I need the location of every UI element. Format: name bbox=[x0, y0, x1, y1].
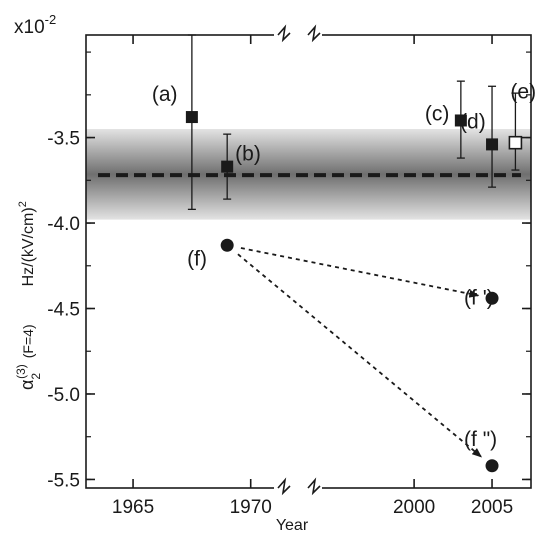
data-point-circle bbox=[485, 291, 499, 305]
point-label: (f ') bbox=[464, 286, 494, 309]
data-point-open-square bbox=[508, 135, 523, 150]
y-tick-label: -4.5 bbox=[47, 300, 80, 321]
x-axis-ticks: 1965 1970 2000 2005 bbox=[112, 35, 513, 518]
y-tick-label: -4.0 bbox=[47, 214, 80, 235]
data-point-square bbox=[185, 111, 198, 124]
x-tick-label: 2005 bbox=[471, 497, 513, 518]
data-points: (a) (b) (c) (d) (e) (f) (f ') (f ") bbox=[152, 34, 536, 473]
arrows bbox=[237, 247, 483, 458]
point-label: (f ") bbox=[464, 428, 497, 451]
dotted-arrow bbox=[240, 247, 480, 298]
data-point-circle bbox=[485, 459, 499, 473]
y-tick-label: -3.5 bbox=[47, 129, 80, 150]
point-label: (f) bbox=[187, 247, 207, 270]
y-axis-ticks: -3.5 -4.0 -4.5 -5.0 -5.5 bbox=[47, 51, 531, 491]
dotted-arrow bbox=[237, 253, 483, 458]
x-axis-title: Year bbox=[276, 517, 309, 534]
data-point-square bbox=[454, 114, 467, 127]
point-label: (c) bbox=[425, 102, 450, 125]
data-point-square bbox=[221, 160, 234, 173]
y-axis-symbol: α bbox=[17, 380, 37, 390]
x-tick-label: 1970 bbox=[230, 497, 272, 518]
point-label: (d) bbox=[460, 110, 486, 133]
point-label: (e) bbox=[510, 81, 536, 104]
axis-break-bottom bbox=[274, 477, 322, 499]
y-multiplier: x10-2 bbox=[14, 12, 56, 38]
point-label: (a) bbox=[152, 83, 178, 106]
axis-break-top bbox=[274, 24, 322, 47]
y-tick-label: -5.5 bbox=[47, 470, 80, 491]
x-tick-label: 1965 bbox=[112, 497, 154, 518]
data-point-circle bbox=[220, 238, 234, 252]
point-label: (b) bbox=[235, 143, 261, 166]
data-point-square bbox=[486, 138, 499, 151]
y-axis-title: α2(3)(F=4)Hz/(kV/cm)2 bbox=[14, 201, 43, 390]
x-tick-label: 2000 bbox=[393, 497, 435, 518]
y-tick-label: -5.0 bbox=[47, 385, 80, 406]
